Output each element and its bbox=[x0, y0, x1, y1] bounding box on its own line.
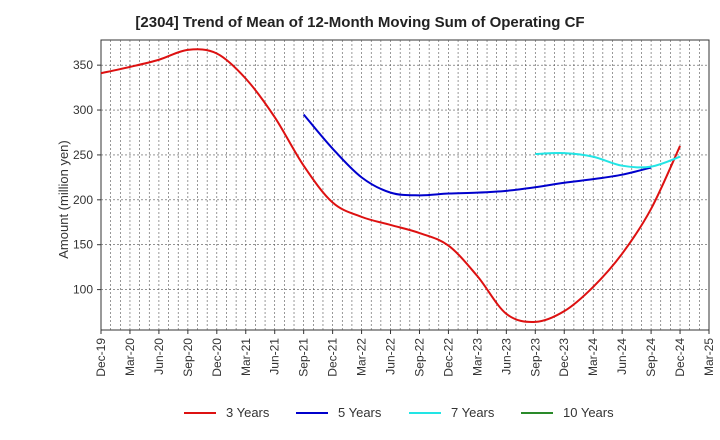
legend-label-3-years: 3 Years bbox=[226, 405, 270, 420]
x-tick-label: Jun-20 bbox=[152, 338, 166, 375]
legend-swatch-10-years bbox=[521, 411, 553, 414]
legend-item-7-years: 7 Years bbox=[409, 405, 494, 420]
x-tick-label: Mar-23 bbox=[470, 338, 484, 376]
x-tick-label: Mar-20 bbox=[123, 338, 137, 376]
x-tick-label: Dec-19 bbox=[94, 338, 108, 377]
grid bbox=[101, 40, 709, 330]
y-tick-label: 250 bbox=[73, 148, 93, 162]
x-tick-label: Sep-24 bbox=[644, 338, 658, 377]
x-tick-label: Mar-22 bbox=[355, 338, 369, 376]
x-tick-label: Jun-23 bbox=[499, 338, 513, 375]
chart-title: [2304] Trend of Mean of 12-Month Moving … bbox=[135, 14, 585, 31]
x-tick-label: Dec-20 bbox=[210, 338, 224, 377]
x-tick-label: Mar-25 bbox=[702, 338, 716, 376]
series-line-3-years bbox=[100, 48, 681, 324]
x-tick-label: Mar-21 bbox=[239, 338, 253, 376]
legend-item-5-years: 5 Years bbox=[296, 405, 381, 420]
legend-label-7-years: 7 Years bbox=[451, 405, 495, 420]
y-tick-label: 350 bbox=[73, 58, 93, 72]
series-line-5-years bbox=[302, 113, 652, 197]
x-tick-label: Jun-21 bbox=[268, 338, 282, 375]
legend-label-5-years: 5 Years bbox=[338, 405, 382, 420]
legend-swatch-7-years bbox=[409, 411, 441, 414]
series-line-7-years bbox=[535, 152, 681, 169]
x-tick-label: Sep-23 bbox=[528, 338, 542, 377]
y-tick-label: 300 bbox=[73, 103, 93, 117]
legend-item-10-years: 10 Years bbox=[521, 405, 614, 420]
x-tick-label: Sep-20 bbox=[181, 338, 195, 377]
series-lines bbox=[100, 48, 681, 324]
x-tick-label: Dec-24 bbox=[673, 338, 687, 377]
y-tick-label: 200 bbox=[73, 193, 93, 207]
x-tick-label: Sep-21 bbox=[297, 338, 311, 377]
x-tick-label: Dec-22 bbox=[441, 338, 455, 377]
x-axis: Dec-19 Mar-20 Jun-20 Sep-20 Dec-20 Mar-21 Jun-… bbox=[94, 330, 716, 377]
y-tick-label: 100 bbox=[73, 283, 93, 297]
x-tick-label: Jun-22 bbox=[384, 338, 398, 375]
legend-swatch-5-years bbox=[296, 411, 328, 414]
x-tick-label: Dec-21 bbox=[326, 338, 340, 377]
y-tick-label: 150 bbox=[73, 238, 93, 252]
x-tick-label: Jun-24 bbox=[615, 338, 629, 375]
legend-label-10-years: 10 Years bbox=[563, 405, 614, 420]
legend-swatch-3-years bbox=[184, 411, 216, 414]
x-tick-label: Dec-23 bbox=[557, 338, 571, 377]
legend: 3 Years 5 Years 7 Years 10 Years bbox=[0, 405, 720, 425]
plot-area bbox=[100, 39, 710, 331]
x-tick-label: Mar-24 bbox=[586, 338, 600, 376]
legend-item-3-years: 3 Years bbox=[184, 405, 269, 420]
x-tick-label: Sep-22 bbox=[412, 338, 426, 377]
y-axis: 100 150 200 250 300 350 bbox=[73, 58, 101, 297]
